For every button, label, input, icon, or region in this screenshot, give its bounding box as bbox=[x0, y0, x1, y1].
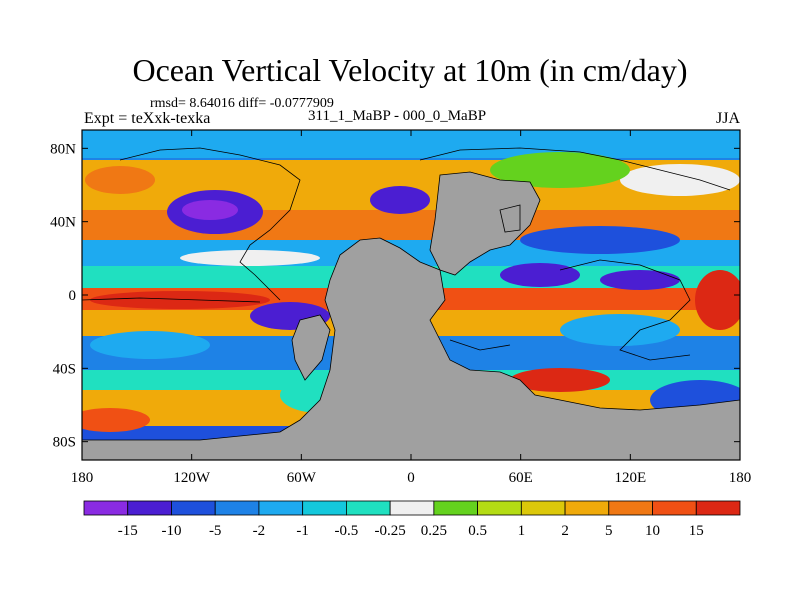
field-patch bbox=[85, 166, 155, 194]
colorbar-swatch bbox=[171, 500, 216, 516]
lat-tick-label: 40N bbox=[50, 215, 76, 231]
field-patch bbox=[180, 250, 320, 266]
field-patch bbox=[620, 164, 740, 196]
field-patch bbox=[695, 270, 740, 330]
chart-title: Ocean Vertical Velocity at 10m (in cm/da… bbox=[132, 52, 688, 88]
lat-tick-label: 40S bbox=[53, 361, 76, 377]
coastline-asia-pacific bbox=[559, 259, 691, 361]
colorbar-swatch bbox=[83, 500, 129, 516]
colorbar-swatch bbox=[564, 500, 610, 516]
field-patch bbox=[490, 152, 630, 188]
colorbar-label: -0.25 bbox=[375, 523, 406, 539]
contour-line bbox=[82, 297, 261, 303]
stats-line: rmsd= 8.64016 diff= -0.0777909 bbox=[150, 96, 334, 111]
colorbar-label: -2 bbox=[253, 523, 266, 539]
colorbar-swatch bbox=[389, 500, 435, 516]
colorbar-swatch bbox=[652, 500, 697, 516]
colorbar-swatch bbox=[258, 500, 304, 516]
lon-tick-label: 60E bbox=[509, 470, 533, 486]
coastline-north-america bbox=[119, 147, 301, 301]
lon-tick-label: 180 bbox=[71, 470, 94, 486]
lon-tick-label: 0 bbox=[407, 470, 415, 486]
colorbar-label: -10 bbox=[161, 523, 181, 539]
difference-label: 311_1_MaBP - 000_0_MaBP bbox=[308, 108, 487, 124]
land-mass-south bbox=[82, 237, 740, 460]
field-patch bbox=[560, 314, 680, 346]
colorbar-label: 5 bbox=[605, 523, 613, 539]
lat-tick-label: 80N bbox=[50, 141, 76, 157]
land-mass-south-america bbox=[291, 314, 331, 381]
colorbar-swatch bbox=[695, 500, 741, 516]
colorbar-swatch bbox=[345, 500, 391, 516]
field-patch bbox=[90, 291, 270, 309]
colorbar-label: -1 bbox=[296, 523, 309, 539]
season-label: JJA bbox=[715, 110, 740, 127]
colorbar-swatch bbox=[214, 500, 260, 516]
field-patch bbox=[520, 226, 680, 254]
colorbar-label: -15 bbox=[118, 523, 138, 539]
colorbar-label: 15 bbox=[689, 523, 704, 539]
lon-tick-label: 60W bbox=[287, 470, 317, 486]
colorbar-swatch bbox=[520, 500, 566, 516]
land-masses bbox=[82, 171, 740, 460]
map-field bbox=[82, 130, 740, 460]
colorbar: -15 -10 -5 -2 -1 -0.5 -0.25 0.25 0.5 1 2 5 10 15 bbox=[83, 500, 741, 539]
field-patch bbox=[510, 368, 610, 392]
field-patch bbox=[370, 186, 430, 214]
colorbar-label: 2 bbox=[561, 523, 569, 539]
coastline-north-eurasia bbox=[419, 147, 731, 191]
lat-tick-label: 80S bbox=[53, 435, 76, 451]
colorbar-label: 0.25 bbox=[421, 523, 447, 539]
colorbar-label: 1 bbox=[518, 523, 526, 539]
colorbar-label: -5 bbox=[209, 523, 222, 539]
land-mass-eurasia-africa bbox=[429, 171, 541, 276]
field-patch bbox=[82, 408, 150, 432]
field-patch bbox=[500, 263, 580, 287]
lon-tick-label: 120W bbox=[173, 470, 211, 486]
contour-line bbox=[449, 339, 511, 351]
colorbar-label: 0.5 bbox=[468, 523, 487, 539]
colorbar-swatch bbox=[477, 500, 522, 516]
latitude-axis: 80N 40N 0 40S 80S bbox=[50, 141, 740, 451]
colorbar-swatch bbox=[127, 500, 172, 516]
colorbar-label: 10 bbox=[645, 523, 660, 539]
colorbar-swatch bbox=[608, 500, 653, 516]
land-mass-island bbox=[499, 204, 521, 233]
experiment-label: Expt = teXxk-texka bbox=[84, 110, 211, 127]
colorbar-swatch bbox=[302, 500, 347, 516]
lon-tick-label: 120E bbox=[614, 470, 646, 486]
colorbar-label: -0.5 bbox=[335, 523, 359, 539]
longitude-axis: 180 120W 60W 0 60E 120E 180 bbox=[71, 130, 752, 486]
field-patch bbox=[600, 270, 680, 290]
lon-tick-label: 180 bbox=[729, 470, 752, 486]
lat-tick-label: 0 bbox=[69, 288, 77, 304]
colorbar-swatch bbox=[433, 500, 479, 516]
field-patch bbox=[90, 331, 210, 359]
coastlines bbox=[82, 147, 731, 361]
field-patch bbox=[182, 200, 238, 220]
